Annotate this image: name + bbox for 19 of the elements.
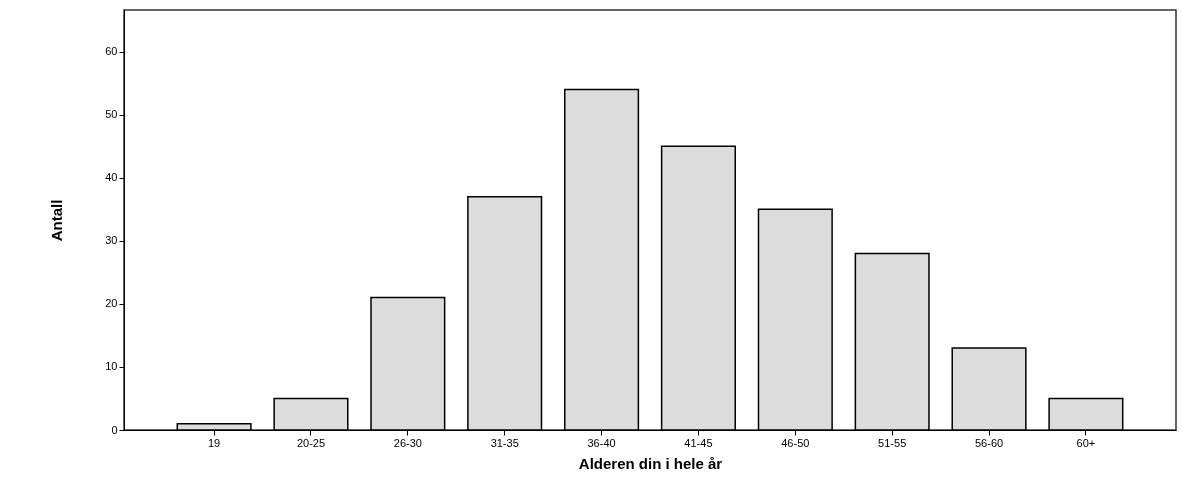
x-axis-title: Alderen din i hele år xyxy=(578,454,723,472)
x-tick-label: 26-30 xyxy=(393,436,422,449)
x-tick-label: 20-25 xyxy=(296,436,326,449)
x-tick-label: 56-60 xyxy=(974,436,1004,449)
y-tick-label: 0 xyxy=(111,423,118,436)
y-tick-label: 10 xyxy=(105,360,118,373)
x-tick-label: 46-50 xyxy=(781,436,810,449)
y-tick-label: 20 xyxy=(105,297,118,310)
y-axis-title: Antall xyxy=(48,199,66,242)
x-tick-label: 36-40 xyxy=(587,436,616,449)
x-tick-label: 51-55 xyxy=(878,436,907,449)
y-tick-label: 40 xyxy=(105,171,118,184)
x-tick-label: 41-45 xyxy=(684,436,713,449)
x-tick-label: 19 xyxy=(207,436,221,449)
y-tick-label: 30 xyxy=(105,234,118,247)
x-tick-label: 31-35 xyxy=(490,436,519,449)
y-tick-label: 50 xyxy=(105,108,118,121)
x-tick-label: 60+ xyxy=(1076,436,1096,449)
y-tick-label: 60 xyxy=(105,45,118,58)
